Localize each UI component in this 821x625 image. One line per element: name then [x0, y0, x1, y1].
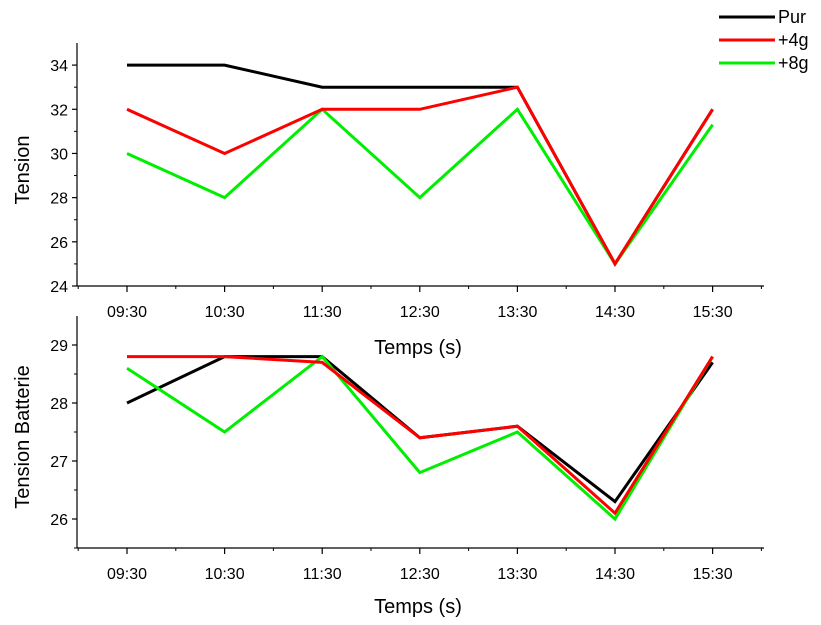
- batterie-x-axis-title: Temps (s): [374, 596, 462, 618]
- tension-x-tick-label: 15:30: [693, 304, 733, 321]
- tension-x-axis-title: Temps (s): [374, 337, 462, 359]
- tension-x-tick-label: 09:30: [107, 304, 147, 321]
- batterie-y-tick-label: 27: [50, 454, 68, 471]
- batterie-x-tick-label: 10:30: [205, 566, 245, 583]
- batterie-x-tick-label: 13:30: [497, 566, 537, 583]
- batterie-series-plus-4g: [127, 355, 714, 516]
- tension-y-axis-title: Tension: [12, 136, 34, 205]
- batterie-x-tick-label: 09:30: [107, 566, 147, 583]
- batterie-series-plus-8g: [126, 354, 714, 522]
- tension-x-tick-label: 11:30: [303, 304, 342, 321]
- batterie-y-tick-label: 29: [50, 338, 68, 355]
- tension-series-plus-8g: [126, 106, 714, 267]
- chart-tension: 24 26 28 30 32 34 09:30 10:30 11:30 12:30 13:30 14:…: [12, 43, 764, 359]
- batterie-y-tick-label: 26: [50, 512, 68, 529]
- legend-label: +8g: [778, 53, 809, 73]
- batterie-x-tick-label: 12:30: [400, 566, 440, 583]
- legend-label: +4g: [778, 30, 809, 50]
- tension-y-tick-label: 24: [50, 279, 68, 296]
- batterie-y-tick-label: 28: [50, 396, 68, 413]
- batterie-x-tick-label: 15:30: [693, 566, 733, 583]
- tension-series-Pur: [127, 63, 714, 267]
- tension-y-tick-label: 26: [50, 235, 68, 252]
- legend: Pur +4g +8g: [719, 7, 809, 73]
- tension-y-tick-label: 30: [50, 146, 68, 163]
- batterie-y-axis-title: Tension Batterie: [12, 365, 34, 508]
- legend-label: Pur: [778, 7, 806, 27]
- tension-y-tick-label: 32: [50, 102, 68, 119]
- tension-x-tick-label: 14:30: [595, 304, 635, 321]
- batterie-x-tick-label: 14:30: [595, 566, 635, 583]
- tension-x-tick-label: 12:30: [400, 304, 440, 321]
- tension-y-tick-label: 34: [50, 58, 68, 75]
- tension-series-plus-4g: [126, 85, 714, 267]
- batterie-x-tick-label: 11:30: [303, 566, 342, 583]
- chart-tension-batterie: 26 27 28 29 09:30 10:30 11:30 12:30 13:30 14:30 15…: [12, 316, 764, 618]
- tension-x-tick-label: 10:30: [205, 304, 245, 321]
- tension-x-tick-label: 13:30: [497, 304, 537, 321]
- tension-y-tick-label: 28: [50, 191, 68, 208]
- batterie-series-Pur: [126, 355, 714, 504]
